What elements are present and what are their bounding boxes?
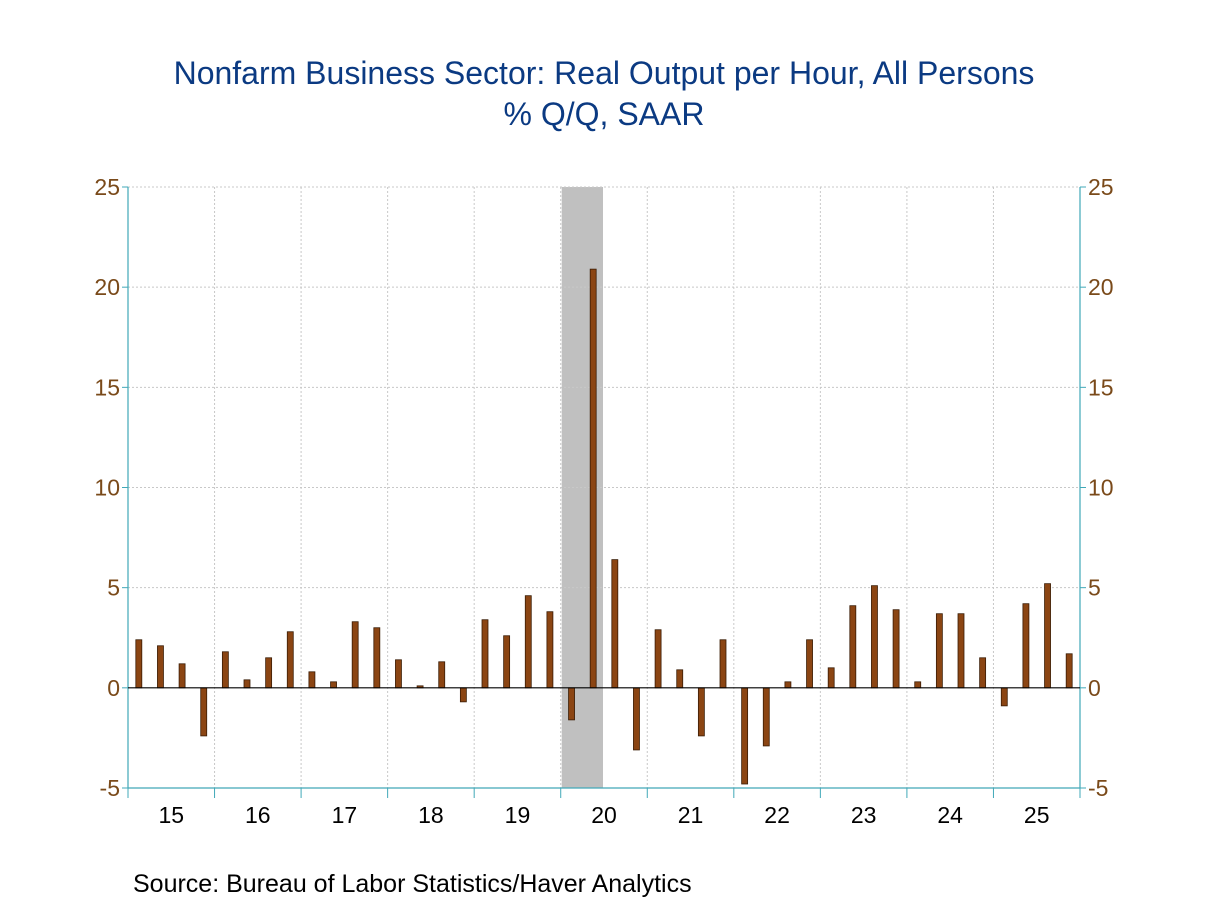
bar bbox=[221, 651, 229, 689]
bar bbox=[1065, 653, 1073, 689]
x-tick-label: 23 bbox=[851, 802, 877, 828]
bar bbox=[892, 609, 900, 689]
bar bbox=[697, 687, 705, 737]
bar bbox=[654, 629, 662, 689]
x-tick-label: 21 bbox=[678, 802, 704, 828]
x-tick-label: 22 bbox=[764, 802, 790, 828]
bar bbox=[589, 268, 597, 689]
bar bbox=[827, 667, 835, 689]
bar bbox=[373, 627, 381, 689]
bar bbox=[633, 687, 640, 751]
bar bbox=[503, 635, 511, 689]
bar bbox=[178, 663, 186, 689]
chart-subtitle: % Q/Q, SAAR bbox=[503, 96, 705, 132]
x-tick-label: 15 bbox=[158, 802, 184, 828]
bar bbox=[330, 681, 337, 689]
y-tick-label-right: 25 bbox=[1088, 174, 1114, 200]
bar bbox=[395, 659, 402, 689]
x-tick-label: 19 bbox=[505, 802, 531, 828]
bar bbox=[243, 679, 251, 689]
bar bbox=[286, 631, 294, 689]
bar bbox=[741, 687, 749, 785]
x-tick-label: 25 bbox=[1024, 802, 1050, 828]
bar bbox=[135, 639, 143, 689]
y-tick-label-right: 5 bbox=[1088, 575, 1101, 601]
bar bbox=[308, 671, 316, 689]
bar bbox=[351, 621, 359, 689]
bar bbox=[265, 657, 273, 689]
y-tick-label-left: -5 bbox=[100, 775, 120, 801]
bar bbox=[849, 605, 857, 689]
y-tick-label-left: 10 bbox=[94, 475, 120, 501]
x-tick-label: 17 bbox=[332, 802, 358, 828]
y-tick-label-left: 5 bbox=[107, 575, 120, 601]
bar bbox=[806, 639, 813, 689]
y-tick-label-left: 20 bbox=[94, 274, 120, 300]
bar bbox=[719, 639, 727, 689]
bar bbox=[438, 661, 446, 689]
x-tick-label: 24 bbox=[937, 802, 963, 828]
y-tick-label-right: 0 bbox=[1088, 675, 1101, 701]
bar bbox=[568, 687, 575, 721]
y-tick-label-left: 0 bbox=[107, 675, 120, 701]
bar bbox=[611, 559, 619, 689]
bar bbox=[979, 657, 987, 689]
x-tick-label: 18 bbox=[418, 802, 444, 828]
bar bbox=[762, 687, 770, 747]
bar bbox=[157, 645, 164, 689]
x-tick-label: 16 bbox=[245, 802, 271, 828]
bar bbox=[676, 669, 684, 689]
bar bbox=[459, 687, 467, 703]
bar bbox=[481, 619, 489, 689]
bar bbox=[1022, 603, 1030, 689]
bar bbox=[957, 613, 965, 689]
bar bbox=[914, 681, 922, 689]
bar bbox=[546, 611, 554, 689]
y-tick-label-right: -5 bbox=[1088, 775, 1108, 801]
y-tick-label-right: 20 bbox=[1088, 274, 1114, 300]
y-tick-label-right: 15 bbox=[1088, 374, 1114, 400]
bar bbox=[1000, 687, 1008, 707]
bar bbox=[200, 687, 208, 737]
source-note: Source: Bureau of Labor Statistics/Haver… bbox=[133, 870, 692, 898]
bar bbox=[1044, 583, 1051, 689]
chart-title: Nonfarm Business Sector: Real Output per… bbox=[173, 55, 1035, 91]
y-tick-label-right: 10 bbox=[1088, 475, 1114, 501]
x-tick-label: 20 bbox=[591, 802, 617, 828]
bar bbox=[935, 613, 943, 689]
bar bbox=[784, 681, 792, 689]
bar bbox=[871, 585, 878, 689]
bar bbox=[524, 595, 532, 689]
y-tick-label-left: 15 bbox=[94, 374, 120, 400]
y-tick-label-left: 25 bbox=[94, 174, 120, 200]
